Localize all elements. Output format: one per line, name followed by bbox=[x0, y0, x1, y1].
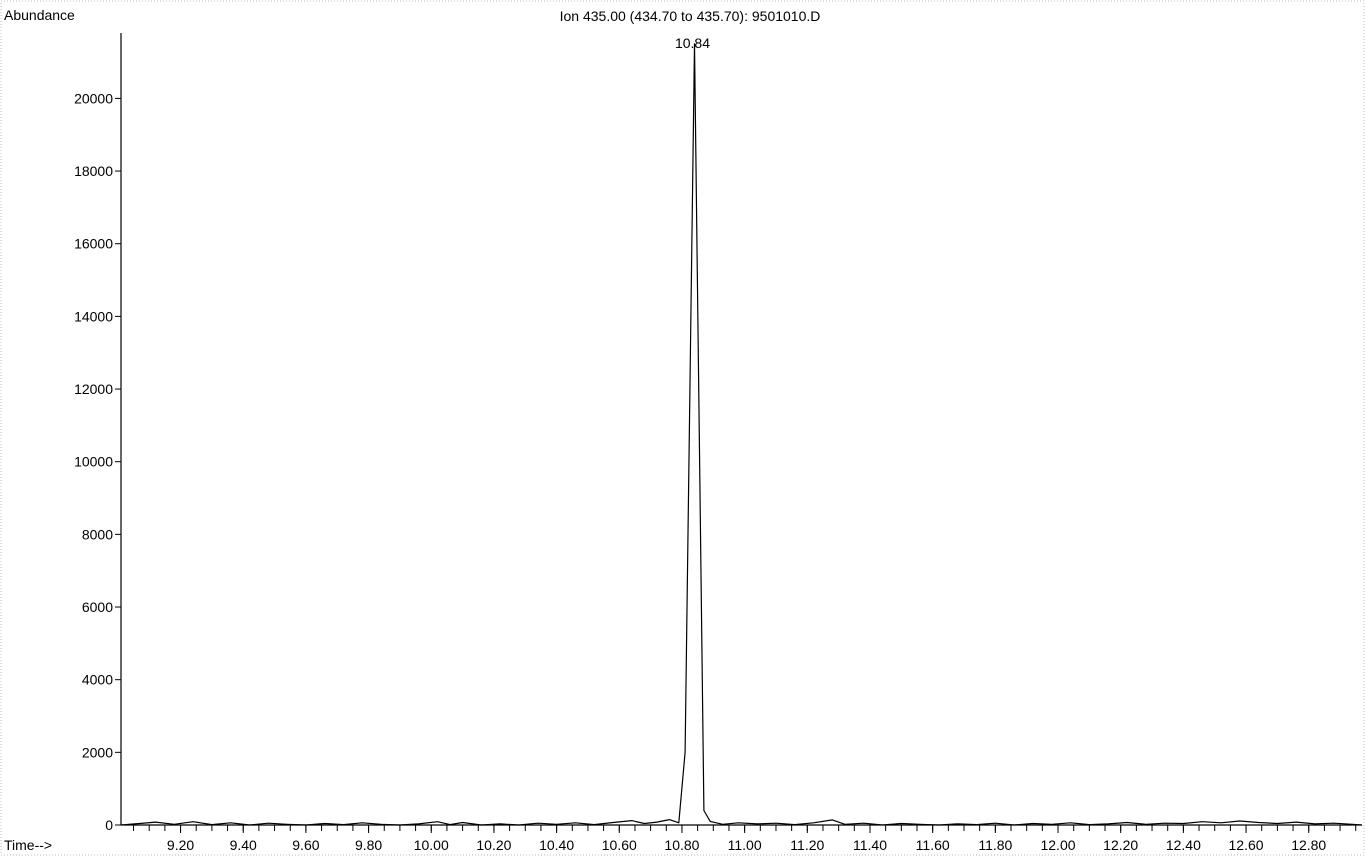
x-tick-label: 11.80 bbox=[978, 837, 1012, 853]
x-tick-label: 10.20 bbox=[476, 837, 511, 853]
y-tick-label: 12000 bbox=[74, 381, 113, 397]
y-tick-label: 16000 bbox=[74, 236, 113, 252]
x-tick-label: 10.60 bbox=[602, 837, 637, 853]
x-tick-label: 12.00 bbox=[1040, 837, 1075, 853]
chart-title: Ion 435.00 (434.70 to 435.70): 9501010.D bbox=[560, 8, 821, 24]
x-tick-label: 9.40 bbox=[230, 837, 257, 853]
y-tick-label: 14000 bbox=[74, 308, 113, 324]
x-axis-title: Time--> bbox=[4, 837, 52, 853]
y-tick-label: 4000 bbox=[82, 672, 113, 688]
x-tick-label: 11.40 bbox=[853, 837, 887, 853]
x-tick-label: 11.60 bbox=[916, 837, 950, 853]
x-tick-label: 9.80 bbox=[355, 837, 382, 853]
x-tick-label: 12.80 bbox=[1291, 837, 1326, 853]
peak-label: 10.84 bbox=[675, 35, 710, 51]
x-tick-label: 11.20 bbox=[790, 837, 824, 853]
series-line bbox=[120, 43, 1363, 826]
y-tick-label: 18000 bbox=[74, 163, 113, 179]
y-tick-label: 10000 bbox=[74, 454, 113, 470]
y-tick-label: 6000 bbox=[82, 599, 113, 615]
x-tick-label: 12.20 bbox=[1103, 837, 1138, 853]
x-tick-label: 9.60 bbox=[292, 837, 319, 853]
y-tick-label: 8000 bbox=[82, 526, 113, 542]
x-tick-label: 10.80 bbox=[664, 837, 699, 853]
x-tick-label: 10.40 bbox=[539, 837, 574, 853]
x-tick-label: 12.40 bbox=[1166, 837, 1201, 853]
x-tick-label: 10.00 bbox=[414, 837, 449, 853]
y-axis-title: Abundance bbox=[4, 7, 75, 23]
x-tick-label: 9.20 bbox=[167, 837, 194, 853]
x-tick-label: 12.60 bbox=[1229, 837, 1264, 853]
x-tick-label: 11.00 bbox=[728, 837, 762, 853]
y-tick-label: 20000 bbox=[74, 90, 113, 106]
y-tick-label: 2000 bbox=[82, 744, 113, 760]
y-tick-label: 0 bbox=[105, 817, 113, 833]
